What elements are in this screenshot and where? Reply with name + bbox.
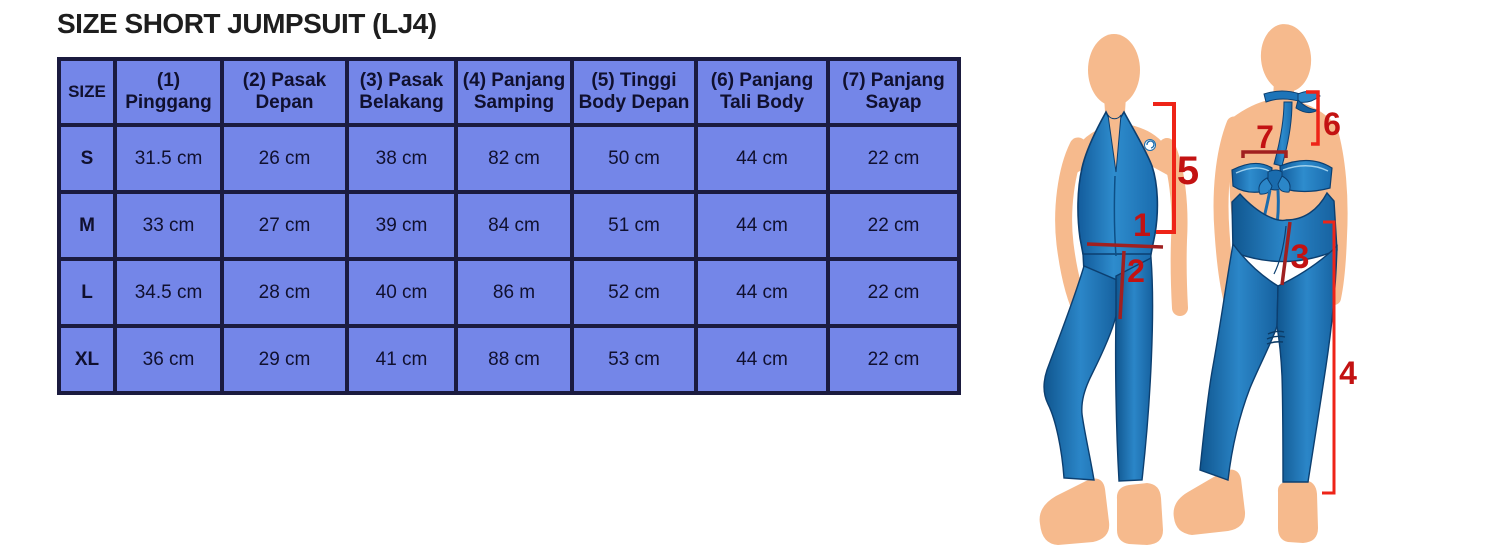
cell-value: 22 cm	[826, 123, 961, 194]
back-right-leg	[1276, 244, 1338, 483]
hanging-strap	[1273, 101, 1293, 167]
back-left-leg	[1199, 242, 1279, 481]
measurement-illustration: 1 2 3 4 5 6 7	[1020, 18, 1380, 553]
marker-1-line	[1086, 242, 1164, 249]
cell-value: 86 m	[454, 257, 574, 328]
cell-value: 44 cm	[694, 324, 830, 395]
col-header-pinggang: (1) Pinggang	[113, 57, 224, 127]
size-chart-table: SIZE (1) Pinggang (2) Pasak Depan (3) Pa…	[57, 57, 961, 395]
cell-value: 33 cm	[113, 190, 224, 261]
table-row-m: M 33 cm 27 cm 39 cm 84 cm 51 cm 44 cm 22…	[57, 190, 961, 261]
front-left-foot	[1039, 478, 1110, 545]
front-head	[1088, 34, 1140, 106]
marker-4-number: 4	[1339, 355, 1357, 391]
marker-5-bracket	[1153, 102, 1176, 234]
cell-value: 22 cm	[826, 190, 961, 261]
cell-value: 41 cm	[345, 324, 458, 395]
cell-value: 82 cm	[454, 123, 574, 194]
back-right-foot	[1277, 480, 1318, 543]
cell-value: 44 cm	[694, 123, 830, 194]
col-header-tinggi-body-depan: (5) Tinggi Body Depan	[570, 57, 698, 127]
marker-3-line	[1280, 221, 1292, 286]
front-center-seam	[1113, 175, 1117, 257]
size-label: M	[57, 190, 117, 261]
col-header-panjang-sayap: (7) Panjang Sayap	[826, 57, 961, 127]
front-figure	[1039, 34, 1188, 545]
table-row-s: S 31.5 cm 26 cm 38 cm 82 cm 50 cm 44 cm …	[57, 123, 961, 194]
chest-logo-swirl	[1146, 140, 1155, 149]
measurement-markers: 1 2 3 4 5 6 7	[1086, 90, 1357, 495]
jumpsuit-figures-svg: 1 2 3 4 5 6 7	[1039, 24, 1357, 545]
marker-1-number: 1	[1133, 207, 1151, 243]
marker-4-bracket	[1322, 220, 1336, 495]
marker-7-bracket	[1241, 150, 1288, 158]
col-header-pasak-belakang: (3) Pasak Belakang	[345, 57, 458, 127]
size-label: XL	[57, 324, 117, 395]
col-header-size: SIZE	[57, 57, 117, 127]
cell-value: 51 cm	[570, 190, 698, 261]
cell-value: 84 cm	[454, 190, 574, 261]
marker-6-number: 6	[1323, 106, 1341, 142]
cell-value: 22 cm	[826, 257, 961, 328]
marker-5-number: 5	[1177, 149, 1199, 193]
col-header-panjang-tali-body: (6) Panjang Tali Body	[694, 57, 830, 127]
back-left-foot	[1173, 469, 1246, 535]
cell-value: 50 cm	[570, 123, 698, 194]
size-label: S	[57, 123, 117, 194]
cell-value: 34.5 cm	[113, 257, 224, 328]
back-head	[1260, 24, 1312, 92]
cell-value: 31.5 cm	[113, 123, 224, 194]
cell-value: 29 cm	[220, 324, 349, 395]
marker-2-line	[1118, 250, 1126, 320]
table-row-l: L 34.5 cm 28 cm 40 cm 86 m 52 cm 44 cm 2…	[57, 257, 961, 328]
front-left-leg	[1043, 265, 1118, 481]
front-right-foot	[1116, 483, 1163, 545]
cell-value: 27 cm	[220, 190, 349, 261]
front-vneck-skin	[1107, 114, 1122, 173]
col-header-pasak-depan: (2) Pasak Depan	[220, 57, 349, 127]
marker-3-number: 3	[1291, 238, 1310, 276]
marker-2-number: 2	[1127, 253, 1145, 289]
cell-value: 40 cm	[345, 257, 458, 328]
table-row-xl: XL 36 cm 29 cm 41 cm 88 cm 53 cm 44 cm 2…	[57, 324, 961, 395]
band-highlight-left	[1235, 167, 1270, 174]
knee-seam-detail	[1266, 330, 1286, 345]
cell-value: 53 cm	[570, 324, 698, 395]
cell-value: 44 cm	[694, 257, 830, 328]
cell-value: 44 cm	[694, 190, 830, 261]
size-label: L	[57, 257, 117, 328]
cell-value: 39 cm	[345, 190, 458, 261]
cell-value: 26 cm	[220, 123, 349, 194]
cell-value: 88 cm	[454, 324, 574, 395]
col-header-panjang-samping: (4) Panjang Samping	[454, 57, 574, 127]
back-hips	[1231, 191, 1338, 263]
cell-value: 36 cm	[113, 324, 224, 395]
cell-value: 22 cm	[826, 324, 961, 395]
cell-value: 38 cm	[345, 123, 458, 194]
bow-loop-right	[1277, 175, 1291, 193]
table-header-row: SIZE (1) Pinggang (2) Pasak Depan (3) Pa…	[57, 57, 961, 127]
back-seat-seam	[1273, 225, 1287, 275]
cell-value: 52 cm	[570, 257, 698, 328]
page-title: SIZE SHORT JUMPSUIT (LJ4)	[57, 8, 437, 39]
marker-6-bracket	[1306, 90, 1320, 146]
back-figure	[1173, 24, 1348, 543]
band-highlight-right	[1282, 165, 1329, 172]
front-right-leg	[1114, 256, 1154, 482]
cell-value: 28 cm	[220, 257, 349, 328]
marker-7-number: 7	[1256, 119, 1274, 155]
